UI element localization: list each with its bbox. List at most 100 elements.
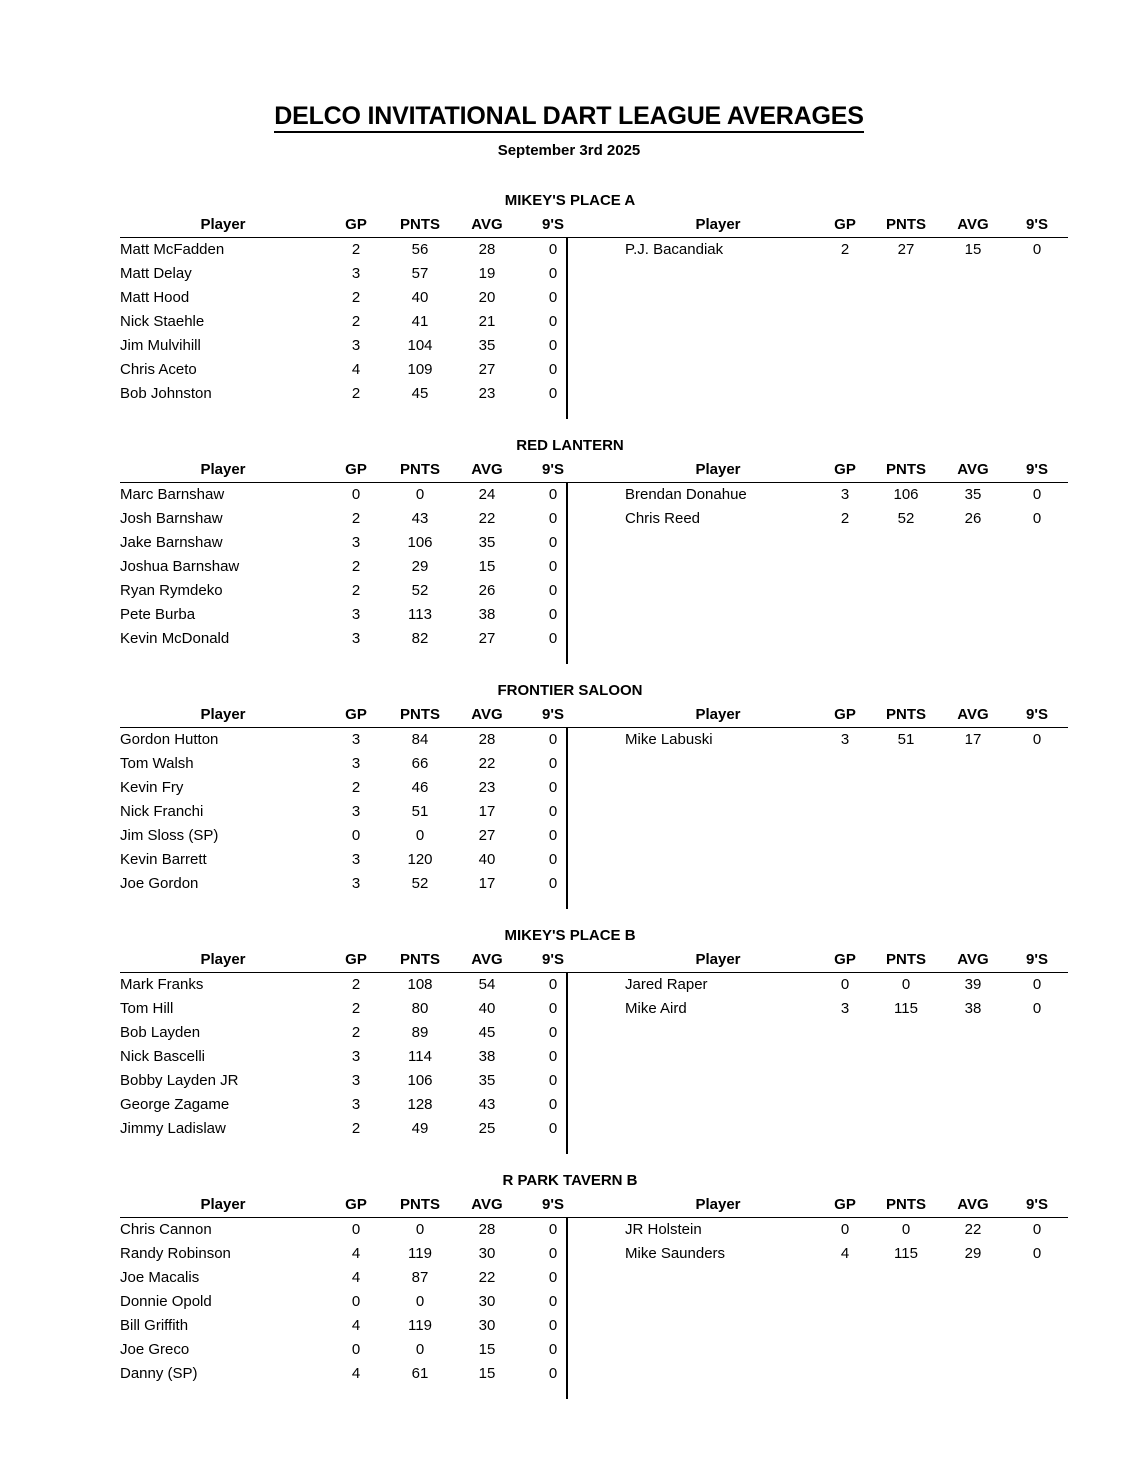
column-header-avg-left: AVG [471, 706, 503, 723]
player-gp [818, 310, 872, 334]
player-name [618, 1290, 818, 1314]
player-avg [940, 800, 1006, 824]
player-pnts [872, 824, 940, 848]
player-gp: 0 [351, 827, 361, 844]
column-header-pnts-left: PNTS [399, 951, 440, 968]
player-name: Kevin McDonald [120, 630, 230, 647]
player-gp: 4 [840, 1245, 850, 1262]
averages-table-wrapper: Player GP PNTS AVG 9'S Player GP PNTS AVG 9'S Matt… [120, 214, 1068, 419]
player-name: Josh Barnshaw [120, 510, 223, 527]
player-avg [940, 872, 1006, 896]
column-header-avg-right: AVG [957, 706, 989, 723]
row-spacer [586, 728, 618, 753]
player-gp: 0 [351, 1293, 361, 1310]
table-row: Mark Franks 2 108 54 0 Jared Raper 0 0 39 0 [120, 973, 1068, 998]
player-gp: 3 [351, 606, 361, 623]
team-name-heading: RED LANTERN [516, 437, 624, 454]
player-nines: 0 [548, 510, 558, 527]
player-name: Jimmy Ladislaw [120, 1120, 226, 1137]
player-name [618, 1045, 818, 1069]
player-gp [818, 555, 872, 579]
team-name-heading: MIKEY'S PLACE B [504, 927, 636, 944]
column-header-avg-left: AVG [471, 1196, 503, 1213]
column-header-avg-left: AVG [471, 951, 503, 968]
player-gp [818, 1093, 872, 1117]
table-row: Joshua Barnshaw 2 29 15 0 [120, 555, 1068, 579]
column-header-player-right: Player [695, 706, 741, 723]
player-name: George Zagame [120, 1096, 230, 1113]
player-pnts: 104 [407, 337, 433, 354]
player-avg [940, 1290, 1006, 1314]
column-header-avg-right: AVG [957, 216, 989, 233]
player-avg [940, 555, 1006, 579]
player-nines: 0 [548, 630, 558, 647]
player-avg [940, 848, 1006, 872]
row-spacer [586, 531, 618, 555]
player-gp [818, 334, 872, 358]
table-row: Joe Macalis 4 87 22 0 [120, 1266, 1068, 1290]
column-header-nines-left: 9'S [542, 216, 564, 233]
player-gp: 3 [840, 1000, 850, 1017]
player-pnts [872, 1362, 940, 1386]
player-name: Mike Saunders [625, 1245, 726, 1262]
player-pnts: 120 [407, 851, 433, 868]
team-section: RED LANTERN Player GP PNTS AVG 9'S Player GP PNT… [0, 435, 1138, 680]
player-avg [940, 603, 1006, 627]
player-nines: 0 [548, 486, 558, 503]
player-name: Chris Aceto [120, 361, 197, 378]
player-avg [940, 358, 1006, 382]
player-nines: 0 [1032, 241, 1042, 258]
table-row: Nick Staehle 2 41 21 0 [120, 310, 1068, 334]
column-header-player-right: Player [695, 216, 741, 233]
player-pnts [872, 776, 940, 800]
player-pnts [872, 579, 940, 603]
player-gp: 2 [351, 1000, 361, 1017]
player-nines [1006, 752, 1068, 776]
player-nines: 0 [548, 241, 558, 258]
column-header-player-right: Player [695, 951, 741, 968]
column-header-pnts-left: PNTS [399, 216, 440, 233]
player-nines: 0 [548, 1341, 558, 1358]
player-pnts: 0 [415, 1341, 425, 1358]
table-header-row: Player GP PNTS AVG 9'S Player GP PNTS AVG 9'S [120, 704, 1068, 728]
player-avg [940, 752, 1006, 776]
player-name [618, 776, 818, 800]
player-name [618, 872, 818, 896]
player-nines: 0 [548, 1317, 558, 1334]
column-header-pnts-left: PNTS [399, 706, 440, 723]
player-avg: 38 [478, 1048, 496, 1065]
table-row: Nick Franchi 3 51 17 0 [120, 800, 1068, 824]
player-name: Jim Sloss (SP) [120, 827, 219, 844]
player-pnts: 119 [408, 1245, 432, 1262]
player-pnts: 56 [411, 241, 429, 258]
player-pnts [872, 1290, 940, 1314]
player-name: Jared Raper [625, 976, 708, 993]
player-pnts: 106 [893, 486, 919, 503]
column-header-nines-right: 9'S [1026, 951, 1048, 968]
player-avg [940, 1093, 1006, 1117]
player-name [618, 1314, 818, 1338]
player-avg [940, 1314, 1006, 1338]
player-name [618, 603, 818, 627]
player-name [618, 334, 818, 358]
column-spacer [586, 1194, 618, 1218]
player-avg [940, 310, 1006, 334]
player-pnts: 82 [411, 630, 429, 647]
player-avg [940, 1117, 1006, 1141]
table-header-row: Player GP PNTS AVG 9'S Player GP PNTS AVG 9'S [120, 459, 1068, 483]
player-name [618, 310, 818, 334]
player-avg: 35 [478, 534, 496, 551]
player-avg: 39 [964, 976, 982, 993]
player-name [618, 627, 818, 651]
column-group-divider [566, 972, 568, 1154]
player-avg: 27 [478, 630, 496, 647]
team-sections: MIKEY'S PLACE A Player GP PNTS AVG 9'S Player G… [0, 190, 1138, 1400]
player-pnts: 46 [411, 779, 429, 796]
column-header-player-right: Player [695, 461, 741, 478]
team-section: FRONTIER SALOON Player GP PNTS AVG 9'S Player G… [0, 680, 1138, 925]
player-avg: 45 [478, 1024, 496, 1041]
player-name [618, 752, 818, 776]
player-gp [818, 752, 872, 776]
player-avg [940, 579, 1006, 603]
page-title-text: DELCO INVITATIONAL DART LEAGUE AVERAGES [274, 102, 864, 133]
